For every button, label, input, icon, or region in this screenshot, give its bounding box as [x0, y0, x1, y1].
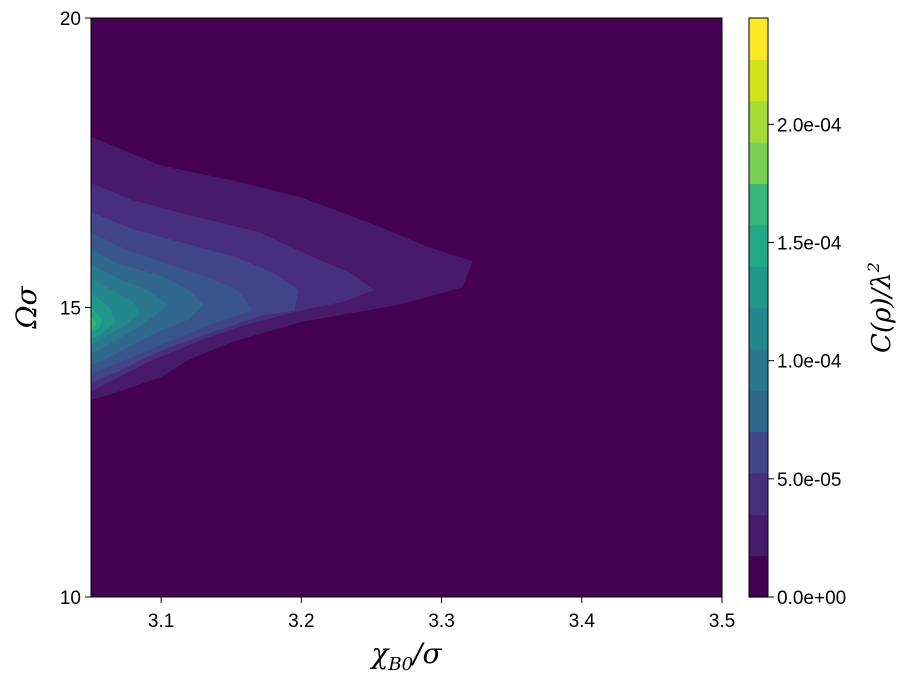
colorbar-bands — [749, 18, 768, 598]
x-axis-title-sub: B0 — [387, 654, 413, 675]
x-axis-ticks: 3.1 3.2 3.3 3.4 3.5 — [148, 597, 735, 632]
colorbar-band — [749, 183, 768, 226]
contour-level-10 — [91, 316, 97, 331]
x-axis-title-rest: /σ — [410, 637, 442, 670]
contour-fills — [91, 136, 473, 401]
colorbar-frame — [748, 17, 769, 598]
colorbar-tick-label: 0.0e+00 — [777, 588, 846, 609]
x-axis-title-main: χ — [369, 637, 390, 670]
colorbar-band — [749, 472, 768, 515]
plot-area — [90, 17, 723, 598]
x-tick-label: 3.3 — [428, 611, 454, 632]
colorbar-band — [749, 431, 768, 474]
colorbar-tick-label: 2.0e-04 — [777, 115, 842, 136]
colorbar-title-main: C(ρ)/λ — [867, 272, 897, 353]
colorbar-band — [749, 266, 768, 309]
colorbar-band — [749, 514, 768, 557]
colorbar-tick-label: 1.5e-04 — [777, 234, 842, 255]
y-axis-title: Ωσ — [10, 285, 43, 329]
y-tick-label: 15 — [60, 299, 81, 320]
colorbar: 0.0e+00 5.0e-05 1.0e-04 1.5e-04 2.0e-04 C(ρ)… — [748, 17, 897, 609]
colorbar-band — [749, 18, 768, 60]
x-tick-label: 3.4 — [569, 611, 596, 632]
colorbar-band — [749, 390, 768, 433]
colorbar-title: C(ρ)/λ2 — [864, 262, 897, 353]
colorbar-ticks: 0.0e+00 5.0e-05 1.0e-04 1.5e-04 2.0e-04 — [768, 115, 846, 609]
colorbar-band — [749, 224, 768, 267]
colorbar-tick-label: 5.0e-05 — [777, 470, 841, 491]
y-axis-ticks: 10 15 20 — [60, 9, 91, 609]
colorbar-tick-label: 1.0e-04 — [777, 352, 842, 373]
x-tick-label: 3.5 — [709, 611, 735, 632]
colorbar-band — [749, 555, 768, 598]
x-tick-label: 3.2 — [288, 611, 314, 632]
y-tick-label: 10 — [60, 588, 81, 609]
colorbar-band — [749, 348, 768, 391]
y-tick-label: 20 — [60, 9, 81, 30]
colorbar-title-sup: 2 — [864, 262, 883, 273]
x-axis-title: χB0/σ — [369, 637, 442, 675]
x-tick-label: 3.1 — [148, 611, 174, 632]
colorbar-band — [749, 59, 768, 102]
colorbar-band — [749, 100, 768, 143]
colorbar-band — [749, 142, 768, 185]
colorbar-band — [749, 307, 768, 350]
